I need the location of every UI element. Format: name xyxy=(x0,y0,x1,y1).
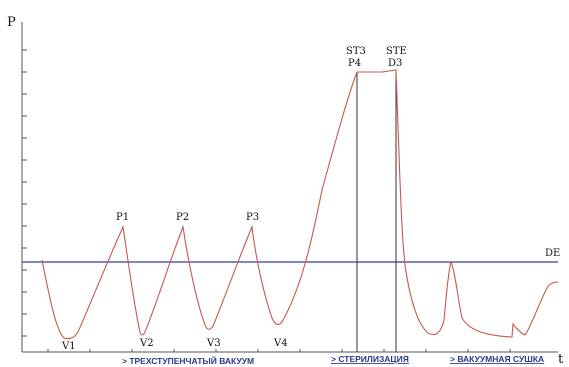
label-p4: P4 xyxy=(348,58,361,69)
label-p2: P2 xyxy=(176,212,189,223)
label-v3: V3 xyxy=(206,338,221,349)
label-st3: ST3 xyxy=(346,46,366,57)
label-p3: P3 xyxy=(246,212,259,223)
label-v2: V2 xyxy=(139,338,154,349)
phase-sterilization: > СТЕРИЛИЗАЦИЯ xyxy=(331,354,409,364)
x-axis xyxy=(22,349,558,353)
phase-three-step-vacuum: > ТРЕХСТУПЕНЧАТЫЙ ВАКУУМ xyxy=(122,355,254,366)
label-p1: P1 xyxy=(116,212,129,223)
label-v1: V1 xyxy=(61,341,76,352)
label-v4: V4 xyxy=(273,338,288,349)
label-ste: STE xyxy=(386,46,407,57)
phase-vacuum-drying: > ВАКУУМНАЯ СУШКА xyxy=(450,354,544,364)
x-axis-label: t xyxy=(558,352,564,367)
y-axis xyxy=(21,22,27,352)
label-de: DE xyxy=(545,248,560,259)
pressure-curve xyxy=(41,69,559,340)
y-axis-label: P xyxy=(7,15,16,30)
label-d3: D3 xyxy=(388,58,402,69)
